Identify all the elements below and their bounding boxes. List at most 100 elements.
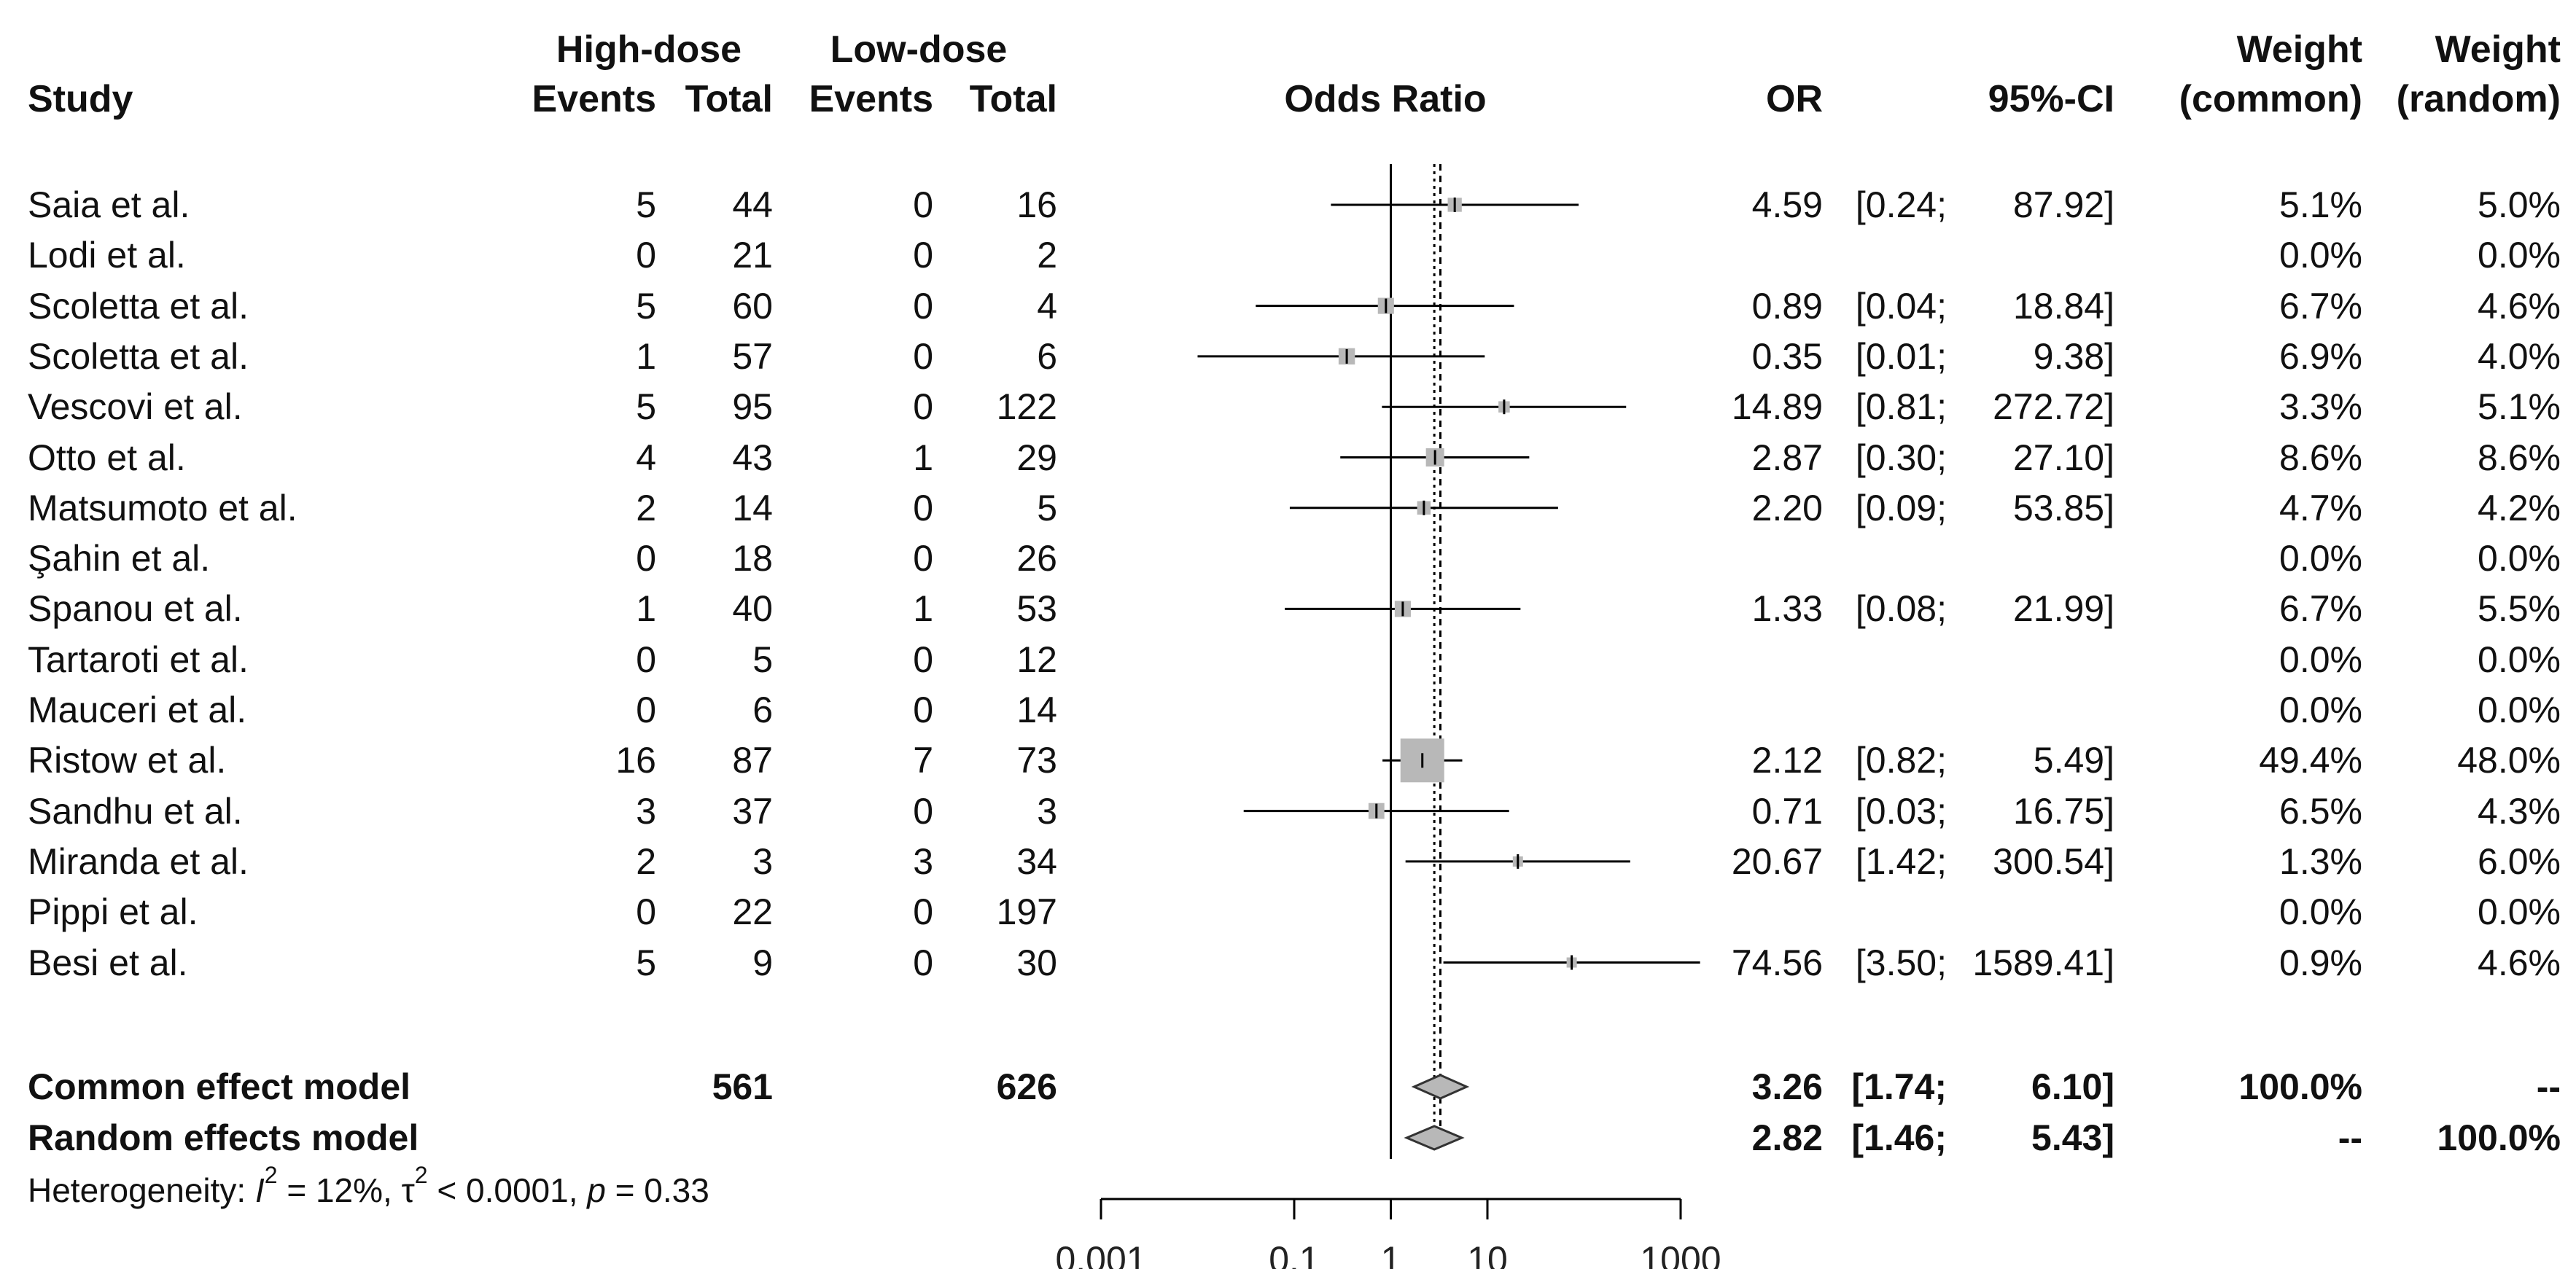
weight-random: 48.0% (2457, 740, 2561, 781)
study-name: Lodi et al. (28, 235, 186, 276)
total-low: 122 (996, 386, 1057, 428)
ci-lower: [0.81; (1855, 386, 1947, 428)
weight-common: 49.4% (2259, 740, 2362, 781)
header-group1: High-dose (556, 28, 742, 71)
or-value: 0.89 (1751, 285, 1823, 327)
events-high: 0 (636, 639, 656, 680)
ci-lower: [0.09; (1855, 487, 1947, 528)
events-low: 0 (913, 184, 933, 225)
total-high: 37 (732, 790, 773, 832)
study-name: Miranda et al. (28, 840, 249, 882)
events-high: 16 (615, 740, 656, 781)
ci-upper: 300.54] (1993, 840, 2114, 882)
pooled-diamond (1411, 1074, 1470, 1100)
total-high: 60 (732, 285, 773, 327)
weight-common: 3.3% (2279, 386, 2362, 428)
header-group2: Low-dose (830, 28, 1008, 71)
events-high: 5 (636, 184, 656, 225)
total-high: 21 (732, 235, 773, 276)
pooled-weight-random: 100.0% (2437, 1117, 2561, 1158)
total-low: 6 (1037, 335, 1057, 377)
study-name: Sandhu et al. (28, 790, 243, 832)
events-low: 0 (913, 285, 933, 327)
total-high: 5 (752, 639, 773, 680)
study-name: Ristow et al. (28, 740, 227, 781)
header-study: Study (28, 78, 133, 120)
weight-common: 4.7% (2279, 487, 2362, 528)
pooled-or-value: 2.82 (1751, 1117, 1823, 1158)
weight-common: 0.0% (2279, 690, 2362, 730)
pooled-diamond (1404, 1125, 1465, 1151)
or-value: 0.35 (1751, 335, 1823, 377)
pooled-model-name: Random effects model (28, 1117, 419, 1158)
ci-upper: 27.10] (2012, 437, 2114, 478)
ci-upper: 272.72] (1993, 386, 2114, 428)
total-low: 2 (1037, 235, 1057, 276)
header-events-2: Events (809, 78, 933, 120)
events-low: 0 (913, 942, 933, 983)
events-low: 0 (913, 690, 933, 730)
total-high: 40 (732, 588, 773, 630)
weight-random: 0.0% (2478, 639, 2561, 680)
study-name: Pippi et al. (28, 891, 198, 933)
header-total-2: Total (969, 78, 1057, 120)
or-value: 74.56 (1731, 942, 1823, 983)
weight-common: 5.1% (2279, 184, 2362, 225)
events-low: 0 (913, 790, 933, 832)
pooled-ci-upper: 5.43] (2031, 1117, 2114, 1158)
ci-lower: [1.42; (1855, 840, 1947, 882)
weight-random: 4.6% (2478, 942, 2561, 983)
total-high: 6 (752, 690, 773, 730)
events-high: 0 (636, 891, 656, 933)
x-axis-tick-label: 0.001 (1055, 1239, 1146, 1269)
header-odds-ratio: Odds Ratio (1284, 78, 1487, 120)
weight-random: 0.0% (2478, 690, 2561, 730)
total-low: 16 (1016, 184, 1057, 225)
weight-random: 0.0% (2478, 235, 2561, 276)
events-low: 0 (913, 538, 933, 579)
events-high: 1 (636, 588, 656, 630)
weight-common: 6.5% (2279, 790, 2362, 832)
events-high: 0 (636, 538, 656, 579)
total-low: 73 (1016, 740, 1057, 781)
events-high: 5 (636, 386, 656, 428)
total-high: 14 (732, 487, 773, 528)
weight-common: 8.6% (2279, 437, 2362, 478)
ci-upper: 53.85] (2012, 487, 2114, 528)
weight-random: 4.6% (2478, 285, 2561, 327)
or-value: 1.33 (1751, 588, 1823, 630)
study-name: Şahin et al. (28, 538, 211, 579)
events-low: 0 (913, 487, 933, 528)
total-low: 34 (1016, 840, 1057, 882)
weight-common: 0.0% (2279, 538, 2362, 579)
total-high: 43 (732, 437, 773, 478)
header-events-1: Events (532, 78, 656, 120)
weight-random: 4.2% (2478, 487, 2561, 528)
total-low: 53 (1016, 588, 1057, 630)
events-low: 7 (913, 740, 933, 781)
total-low: 12 (1016, 639, 1057, 680)
ci-upper: 5.49] (2033, 740, 2114, 781)
ci-lower: [0.03; (1855, 790, 1947, 832)
weight-random: 4.3% (2478, 790, 2561, 832)
or-value: 2.87 (1751, 437, 1823, 478)
weight-common: 6.9% (2279, 335, 2362, 377)
events-low: 0 (913, 386, 933, 428)
ci-upper: 1589.41] (1972, 942, 2114, 983)
pooled-model-name: Common effect model (28, 1066, 411, 1107)
x-axis-tick-label: 1 (1381, 1239, 1401, 1269)
weight-common: 0.0% (2279, 639, 2362, 680)
header-total-1: Total (685, 78, 773, 120)
weight-random: 5.5% (2478, 588, 2561, 630)
total-high: 87 (732, 740, 773, 781)
total-low: 30 (1016, 942, 1057, 983)
weight-common: 6.7% (2279, 588, 2362, 630)
events-high: 2 (636, 487, 656, 528)
events-low: 0 (913, 891, 933, 933)
events-high: 4 (636, 437, 656, 478)
weight-common: 0.0% (2279, 235, 2362, 276)
total-high: 57 (732, 335, 773, 377)
events-low: 1 (913, 588, 933, 630)
header-weight-random-top: Weight (2435, 28, 2561, 71)
